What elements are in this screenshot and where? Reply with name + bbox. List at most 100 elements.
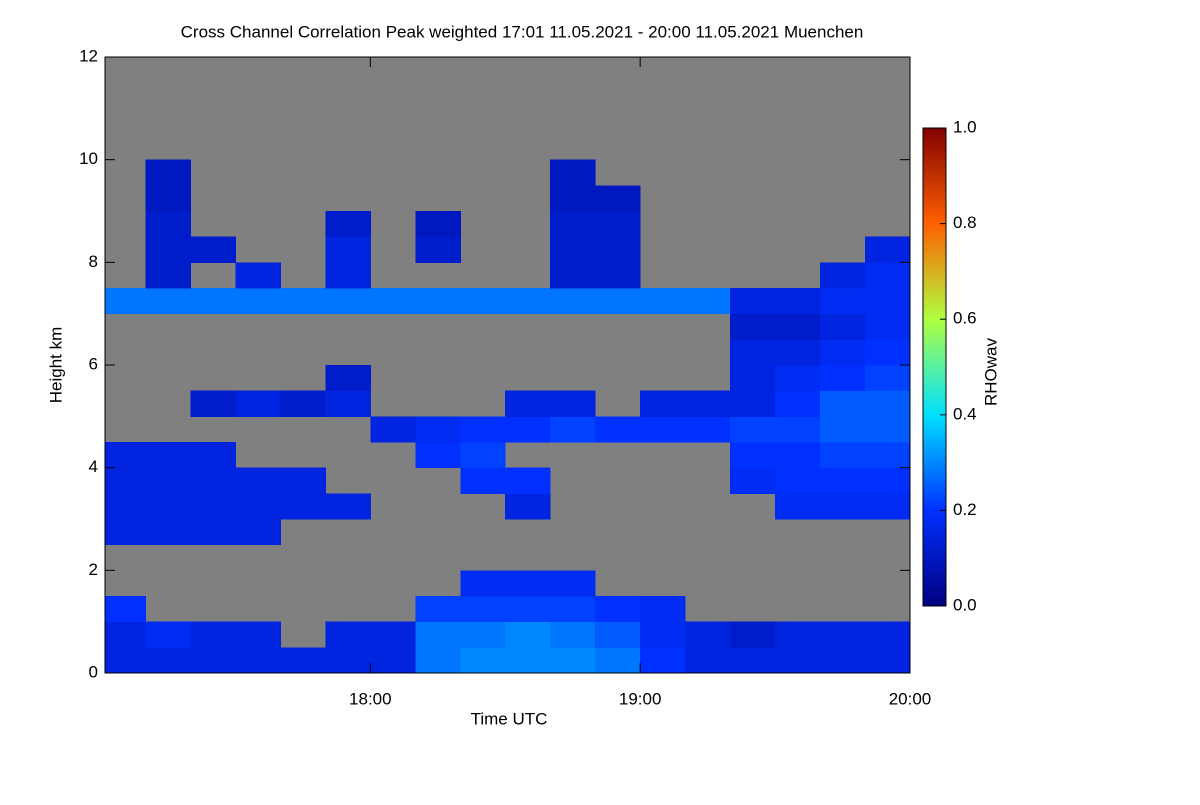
heatmap-cell <box>595 596 641 623</box>
heatmap-cell <box>640 288 686 315</box>
heatmap-cell <box>775 442 821 469</box>
heatmap-cell <box>820 467 866 494</box>
heatmap-cell <box>730 339 776 366</box>
colorbar-tick-label: 0.2 <box>953 500 977 519</box>
x-axis-label: Time UTC <box>471 709 548 728</box>
heatmap-cell <box>775 365 821 392</box>
heatmap-cell <box>190 236 236 263</box>
heatmap-cell <box>865 288 911 315</box>
heatmap-cell <box>550 185 596 212</box>
colorbar-tick-label: 1.0 <box>953 117 977 136</box>
heatmap-cell <box>595 288 641 315</box>
heatmap-cell <box>820 647 866 674</box>
heatmap-cell <box>730 467 776 494</box>
heatmap-cell <box>460 621 506 648</box>
heatmap-cell <box>280 493 326 520</box>
heatmap-cell <box>190 519 236 546</box>
heatmap-cell <box>730 442 776 469</box>
heatmap-cell <box>865 313 911 340</box>
heatmap-cell <box>145 519 191 546</box>
heatmap-cell <box>640 390 686 417</box>
heatmap-cell <box>595 262 641 289</box>
heatmap-cell <box>280 288 326 315</box>
heatmap-cell <box>685 647 731 674</box>
heatmap-cell <box>640 596 686 623</box>
heatmap-cell <box>190 621 236 648</box>
heatmap-cell <box>105 288 146 315</box>
heatmap-cell <box>865 416 911 443</box>
heatmap-cell <box>235 493 281 520</box>
heatmap-cell <box>550 647 596 674</box>
chart-title: Cross Channel Correlation Peak weighted … <box>181 22 864 41</box>
heatmap-cell <box>370 288 416 315</box>
heatmap-cell <box>550 288 596 315</box>
heatmap-cell <box>145 493 191 520</box>
y-axis-label: Height km <box>46 327 65 404</box>
heatmap-cell <box>640 621 686 648</box>
heatmap-cell <box>190 442 236 469</box>
heatmap-cell <box>235 390 281 417</box>
heatmap-cell <box>550 596 596 623</box>
heatmap-cell <box>820 365 866 392</box>
heatmap-cells <box>105 159 911 674</box>
heatmap-cell <box>865 390 911 417</box>
heatmap-cell <box>190 467 236 494</box>
heatmap-cell <box>105 467 146 494</box>
heatmap-cell <box>865 442 911 469</box>
heatmap-cell <box>730 288 776 315</box>
heatmap-cell <box>865 365 911 392</box>
heatmap-cell <box>550 570 596 597</box>
colorbar-tick-label: 0.4 <box>953 404 977 423</box>
heatmap-cell <box>325 493 371 520</box>
heatmap-cell <box>145 211 191 238</box>
y-tick-label: 4 <box>89 457 98 476</box>
heatmap-cell <box>460 416 506 443</box>
heatmap-cell <box>865 647 911 674</box>
heatmap-cell <box>640 647 686 674</box>
heatmap-cell <box>550 262 596 289</box>
heatmap-cell <box>775 390 821 417</box>
heatmap-cell <box>505 288 551 315</box>
heatmap-cell <box>145 288 191 315</box>
heatmap-cell <box>190 288 236 315</box>
heatmap-cell <box>775 467 821 494</box>
heatmap-cell <box>775 339 821 366</box>
heatmap-cell <box>325 288 371 315</box>
heatmap-cell <box>730 621 776 648</box>
heatmap-cell <box>415 621 461 648</box>
heatmap-cell <box>775 313 821 340</box>
heatmap-cell <box>415 647 461 674</box>
heatmap-cell <box>460 288 506 315</box>
heatmap-cell <box>865 621 911 648</box>
y-tick-label: 0 <box>89 662 98 681</box>
heatmap-cell <box>730 416 776 443</box>
colorbar-tick-label: 0.0 <box>953 595 977 614</box>
heatmap-cell <box>105 442 146 469</box>
heatmap-cell <box>145 621 191 648</box>
heatmap-cell <box>325 262 371 289</box>
heatmap-cell <box>325 365 371 392</box>
heatmap-cell <box>235 288 281 315</box>
heatmap-cell <box>865 236 911 263</box>
heatmap-cell <box>595 621 641 648</box>
heatmap-cell <box>775 493 821 520</box>
heatmap-cell <box>865 467 911 494</box>
heatmap-cell <box>325 390 371 417</box>
heatmap-cell <box>550 416 596 443</box>
heatmap-cell <box>460 442 506 469</box>
heatmap-cell <box>505 416 551 443</box>
heatmap-cell <box>145 185 191 212</box>
heatmap-cell <box>640 416 686 443</box>
heatmap-cell <box>730 365 776 392</box>
heatmap-cell <box>105 647 146 674</box>
heatmap-cell <box>775 621 821 648</box>
heatmap-cell <box>190 647 236 674</box>
heatmap-cell <box>820 442 866 469</box>
colorbar-label: RHOwav <box>981 337 1000 406</box>
heatmap-cell <box>235 621 281 648</box>
heatmap-cell <box>145 262 191 289</box>
heatmap-cell <box>325 647 371 674</box>
heatmap-cell <box>460 596 506 623</box>
y-tick-label: 10 <box>79 149 98 168</box>
